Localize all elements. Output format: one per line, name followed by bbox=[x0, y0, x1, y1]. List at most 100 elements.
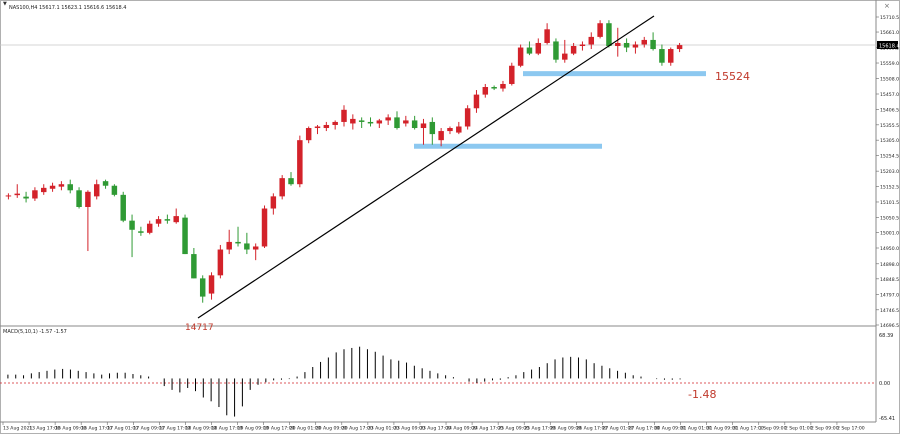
candle-body bbox=[420, 123, 427, 129]
candle-body bbox=[411, 120, 418, 129]
candle-body bbox=[138, 231, 144, 233]
candle-body bbox=[173, 216, 179, 223]
time-label: 13 Aug 2021 bbox=[3, 426, 33, 432]
price-label: 15203.0 bbox=[880, 169, 899, 175]
candle-body bbox=[394, 117, 400, 129]
support-upper-label: 15524 bbox=[715, 70, 750, 83]
time-label: 20 Aug 17:00 bbox=[342, 426, 373, 432]
candle-body bbox=[358, 120, 365, 122]
time-label: 2 Sep 01:00 bbox=[785, 426, 813, 432]
candle-body bbox=[650, 39, 656, 50]
time-label: 18 Aug 09:00 bbox=[185, 426, 216, 432]
support-levels[interactable] bbox=[414, 71, 706, 149]
time-label: 31 Aug 17:00 bbox=[733, 426, 764, 432]
candle-body bbox=[32, 190, 38, 199]
price-label: 14696.5 bbox=[880, 323, 899, 329]
candle-body bbox=[120, 194, 126, 221]
price-label: 15001.0 bbox=[880, 231, 899, 237]
candle-body bbox=[588, 36, 595, 45]
time-label: 20 Aug 01:00 bbox=[290, 426, 321, 432]
candle-body bbox=[155, 219, 162, 224]
candle-body bbox=[526, 47, 533, 54]
candle-body bbox=[217, 249, 224, 276]
price-label: 15710.5 bbox=[880, 15, 899, 21]
time-label: 26 Aug 17:00 bbox=[576, 426, 607, 432]
candle-body bbox=[403, 120, 409, 124]
time-label: 31 Aug 01:00 bbox=[681, 426, 712, 432]
candle-body bbox=[49, 185, 56, 189]
candle-body bbox=[146, 223, 153, 233]
time-label: 16 Aug 09:00 bbox=[55, 426, 86, 432]
trendline[interactable] bbox=[197, 15, 655, 319]
price-label: 15559.0 bbox=[880, 61, 899, 67]
candle-body bbox=[676, 45, 683, 50]
candle-body bbox=[615, 42, 621, 47]
candle-body bbox=[668, 49, 674, 63]
candle-body bbox=[517, 47, 524, 66]
candle-body bbox=[332, 121, 338, 125]
candle-body bbox=[570, 46, 577, 54]
candle-body bbox=[305, 128, 312, 141]
time-label: 2 Sep 17:00 bbox=[837, 426, 865, 432]
price-label: 14950.0 bbox=[880, 246, 899, 252]
candle-body bbox=[270, 196, 277, 209]
macd-header: MACD(5,10,1) -1.57 -1.57 bbox=[3, 329, 67, 335]
time-label: 17 Aug 17:00 bbox=[159, 426, 190, 432]
price-label: 15508.0 bbox=[880, 77, 899, 83]
support-level-line[interactable] bbox=[414, 143, 602, 149]
candle-body bbox=[235, 241, 241, 244]
candle-body bbox=[579, 44, 586, 47]
candle-body bbox=[314, 126, 321, 129]
price-label: 14746.5 bbox=[880, 308, 899, 314]
price-scale: 15710.515661.015609.515559.015508.015457… bbox=[876, 15, 899, 329]
candle-body bbox=[659, 49, 665, 63]
candle-body bbox=[491, 87, 497, 89]
low-price-label: 14717 bbox=[185, 323, 214, 333]
time-label: 31 Aug 09:00 bbox=[707, 426, 738, 432]
candle-body bbox=[208, 275, 215, 294]
price-label: 15101.5 bbox=[880, 200, 899, 206]
price-label: 14797.0 bbox=[880, 292, 899, 298]
price-label: 14848.5 bbox=[880, 277, 899, 283]
candle-body bbox=[376, 120, 383, 124]
candle-body bbox=[279, 178, 285, 197]
time-label: 16 Aug 17:00 bbox=[81, 426, 112, 432]
macd-scale-bottom: -65.41 bbox=[879, 416, 895, 422]
time-label: 25 Aug 09:00 bbox=[498, 426, 529, 432]
candle-body bbox=[438, 131, 444, 141]
time-label: 18 Aug 17:00 bbox=[211, 426, 242, 432]
time-label: 19 Aug 17:00 bbox=[264, 426, 295, 432]
candle-body bbox=[297, 140, 303, 185]
price-label: 15457.0 bbox=[880, 92, 899, 98]
time-label: 24 Aug 17:00 bbox=[472, 426, 503, 432]
time-label: 23 Aug 09:00 bbox=[394, 426, 425, 432]
macd-value-label: -1.48 bbox=[688, 388, 716, 401]
candle-body bbox=[464, 108, 471, 127]
candle-body bbox=[350, 118, 356, 124]
close-icon[interactable]: × bbox=[884, 2, 890, 10]
candle-body bbox=[606, 23, 612, 47]
support-level-line[interactable] bbox=[523, 71, 706, 77]
candle-body bbox=[93, 184, 100, 197]
candle-body bbox=[473, 94, 480, 109]
candle-body bbox=[129, 220, 135, 230]
candle-body bbox=[102, 181, 109, 186]
candle-body bbox=[447, 128, 453, 132]
candle-body bbox=[182, 217, 188, 255]
candle-body bbox=[535, 42, 542, 54]
symbol-menu-icon[interactable]: ▼ bbox=[3, 1, 7, 7]
candle-body bbox=[623, 42, 630, 48]
candle-body bbox=[500, 83, 506, 89]
candle-body bbox=[323, 124, 330, 129]
candle-body bbox=[76, 190, 82, 207]
time-label: 20 Aug 09:00 bbox=[316, 426, 347, 432]
candle-body bbox=[456, 126, 462, 133]
candle-body bbox=[252, 246, 259, 250]
candle-body bbox=[199, 278, 206, 297]
candle-body bbox=[429, 121, 436, 135]
price-label: 15305.0 bbox=[880, 138, 899, 144]
price-label: 15050.5 bbox=[880, 215, 899, 221]
time-label: 17 Aug 09:00 bbox=[133, 426, 164, 432]
